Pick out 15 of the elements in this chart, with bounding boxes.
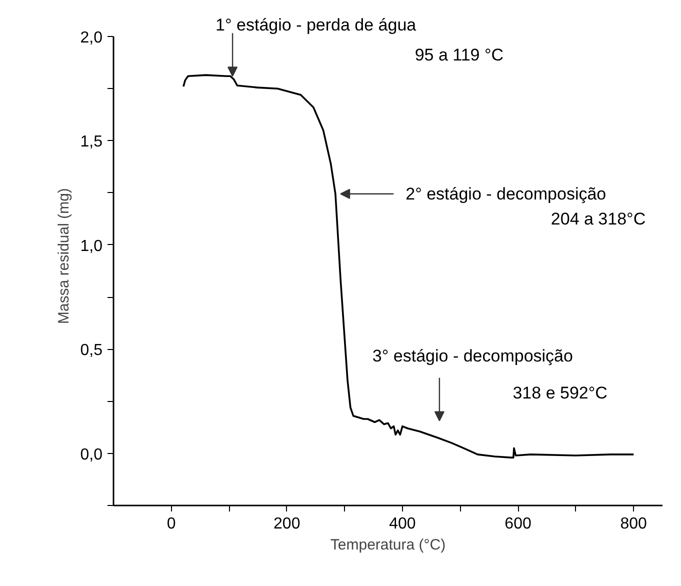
y-tick-label: 1,0 xyxy=(80,238,103,255)
annotation: 3° estágio - decomposição 318 e 592°C xyxy=(372,346,608,402)
annotation: 2° estágio - decomposição 204 a 318°C xyxy=(406,184,646,228)
y-tick-label: 2,0 xyxy=(80,30,103,46)
x-axis-title: Temperatura (°C) xyxy=(330,536,446,554)
x-tick-label: 600 xyxy=(504,516,532,532)
x-tick-label: 800 xyxy=(620,516,648,532)
y-tick-label: 0,0 xyxy=(80,446,103,464)
x-tick-label: 0 xyxy=(166,516,176,532)
annotation: 1° estágio - perda de água 95 a 119 °C xyxy=(216,16,504,65)
y-tick-label: 1,5 xyxy=(80,134,103,151)
x-tick-label: 400 xyxy=(389,516,416,532)
y-axis-title: Massa residual (mg) xyxy=(55,188,72,324)
x-tick-label: 200 xyxy=(274,516,300,532)
y-tick-label: 0,5 xyxy=(80,342,103,360)
